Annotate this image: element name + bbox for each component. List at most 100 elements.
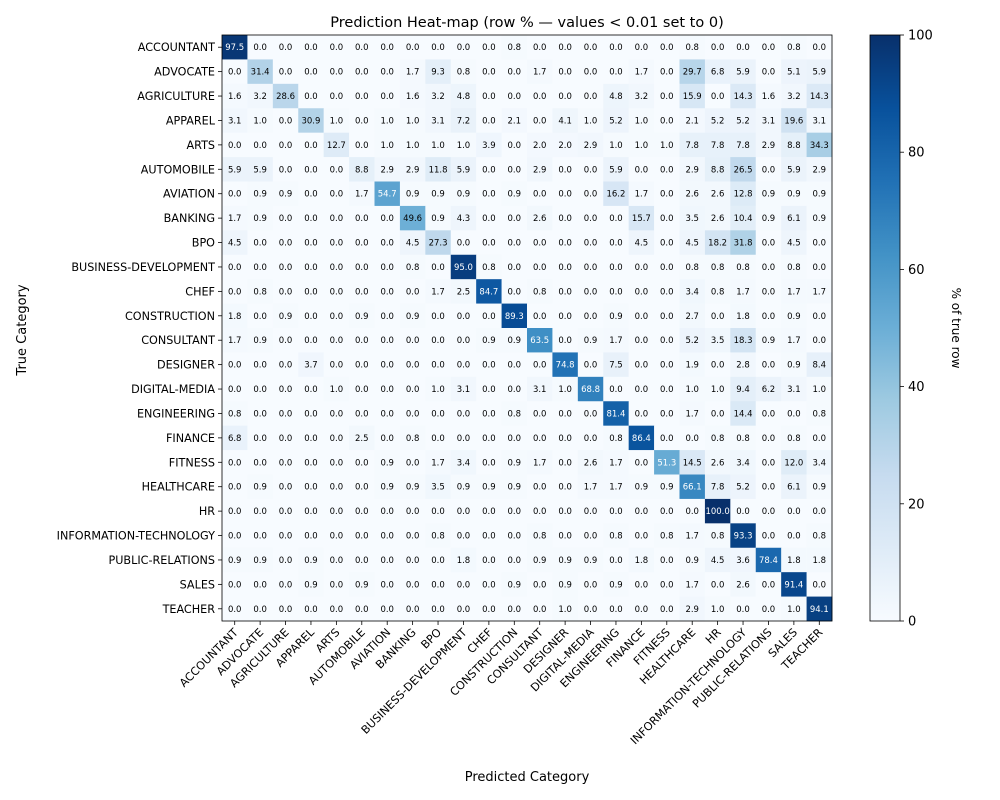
- cell-value-label: 0.9: [253, 483, 267, 493]
- cell-value-label: 0.0: [304, 385, 318, 395]
- heatmap-cell: [399, 572, 426, 597]
- heatmap-cell: [527, 35, 553, 60]
- cell-value-label: 6.2: [762, 385, 776, 395]
- cell-value-label: 1.7: [685, 409, 699, 419]
- heatmap-cell: [552, 498, 579, 524]
- cell-value-label: 0.0: [584, 43, 598, 53]
- cell-value-label: 0.9: [635, 483, 649, 493]
- cell-value-label: 0.0: [279, 68, 293, 78]
- heatmap-cell: [374, 181, 401, 207]
- heatmap-cell: [476, 474, 502, 500]
- heatmap-cell: [272, 328, 299, 353]
- cell-value-label: 0.9: [609, 312, 623, 322]
- colorbar-tick-label: 0: [908, 615, 916, 630]
- heatmap-cell: [501, 205, 528, 231]
- cell-value-label: 0.0: [380, 263, 394, 273]
- cell-value-label: 0.0: [609, 556, 623, 566]
- cell-value-label: 0.8: [431, 532, 445, 542]
- heatmap-cell: [450, 523, 477, 549]
- cell-value-label: 0.9: [406, 312, 420, 322]
- heatmap-cell: [806, 498, 833, 524]
- cell-value-label: 0.0: [584, 214, 598, 224]
- heatmap-cell: [450, 328, 477, 353]
- cell-value-label: 0.0: [482, 312, 496, 322]
- cell-value-label: 0.0: [660, 239, 674, 249]
- cell-value-label: 1.0: [330, 385, 344, 395]
- chart-title: Prediction Heat-map (row % — values < 0.…: [330, 15, 723, 31]
- y-tick-label: CONSULTANT: [141, 334, 215, 347]
- cell-value-label: 0.8: [482, 263, 496, 273]
- heatmap-cell: [552, 303, 579, 329]
- heatmap-cell: [628, 59, 655, 85]
- heatmap-cell: [704, 498, 731, 524]
- cell-value-label: 5.9: [787, 165, 801, 175]
- cell-value-label: 0.0: [635, 312, 649, 322]
- heatmap-cell: [399, 474, 426, 500]
- heatmap-cell: [527, 572, 553, 597]
- heatmap-cell: [399, 181, 426, 207]
- cell-value-label: 5.2: [736, 483, 750, 493]
- cell-value-label: 0.0: [635, 458, 649, 468]
- heatmap-cell: [425, 328, 452, 353]
- cell-value-label: 0.0: [762, 263, 776, 273]
- cell-value-label: 0.0: [279, 336, 293, 346]
- cell-value-label: 0.0: [253, 434, 267, 444]
- cell-value-label: 12.7: [327, 141, 346, 151]
- heatmap-cell: [527, 328, 553, 353]
- cell-value-label: 3.1: [762, 116, 776, 126]
- heatmap-cell: [577, 352, 604, 378]
- heatmap-cell: [603, 205, 629, 231]
- cell-value-label: 0.0: [304, 483, 318, 493]
- cell-value-label: 0.0: [711, 43, 725, 53]
- heatmap-cell: [704, 450, 731, 475]
- cell-value-label: 1.9: [685, 361, 699, 371]
- heatmap-cell: [603, 254, 629, 280]
- cell-value-label: 0.0: [304, 458, 318, 468]
- cell-value-label: 0.0: [558, 214, 572, 224]
- cell-value-label: 0.0: [558, 68, 572, 78]
- heatmap-cell: [349, 132, 375, 158]
- cell-value-label: 1.7: [635, 190, 649, 200]
- heatmap-grid: 97.5 0.0 0.0 0.0 0.0 0.0 0.0 0.0 0.0 0.0 0.0 0.8 0.0…: [221, 34, 833, 622]
- cell-value-label: 2.6: [584, 458, 598, 468]
- cell-value-label: 0.0: [660, 263, 674, 273]
- heatmap-cell: [476, 230, 502, 256]
- heatmap-cell: [781, 328, 807, 353]
- heatmap-cell: [730, 279, 757, 304]
- cell-value-label: 2.1: [508, 116, 522, 126]
- heatmap-cell: [806, 303, 833, 329]
- heatmap-cell: [781, 132, 807, 158]
- heatmap-cell: [603, 328, 629, 353]
- cell-value-label: 0.0: [330, 92, 344, 102]
- colorbar-tick-label: 60: [908, 263, 925, 278]
- heatmap-cell: [552, 523, 579, 549]
- cell-value-label: 0.9: [508, 336, 522, 346]
- heatmap-cell: [425, 425, 452, 451]
- cell-value-label: 1.0: [558, 605, 572, 615]
- heatmap-cell: [755, 425, 782, 451]
- cell-value-label: 0.0: [533, 507, 547, 517]
- cell-value-label: 0.0: [457, 239, 471, 249]
- heatmap-cell: [806, 132, 833, 158]
- heatmap-cell: [222, 401, 248, 426]
- heatmap-cell: [628, 352, 655, 378]
- cell-value-label: 0.0: [253, 239, 267, 249]
- cell-value-label: 0.0: [304, 214, 318, 224]
- cell-value-label: 2.9: [533, 165, 547, 175]
- cell-value-label: 16.2: [606, 190, 625, 200]
- cell-value-label: 3.1: [457, 385, 471, 395]
- heatmap-cell: [349, 425, 375, 451]
- heatmap-cell: [399, 108, 426, 133]
- y-tick-label: DIGITAL-MEDIA: [131, 383, 215, 396]
- cell-value-label: 0.0: [635, 532, 649, 542]
- cell-value-label: 0.0: [355, 336, 369, 346]
- cell-value-label: 0.0: [508, 214, 522, 224]
- heatmap-cell: [527, 498, 553, 524]
- heatmap-cell: [679, 498, 706, 524]
- heatmap-cell: [501, 498, 528, 524]
- cell-value-label: 27.3: [429, 239, 448, 249]
- heatmap-cell: [577, 474, 604, 500]
- heatmap-cell: [222, 547, 248, 573]
- heatmap-cell: [399, 132, 426, 158]
- cell-value-label: 0.0: [304, 141, 318, 151]
